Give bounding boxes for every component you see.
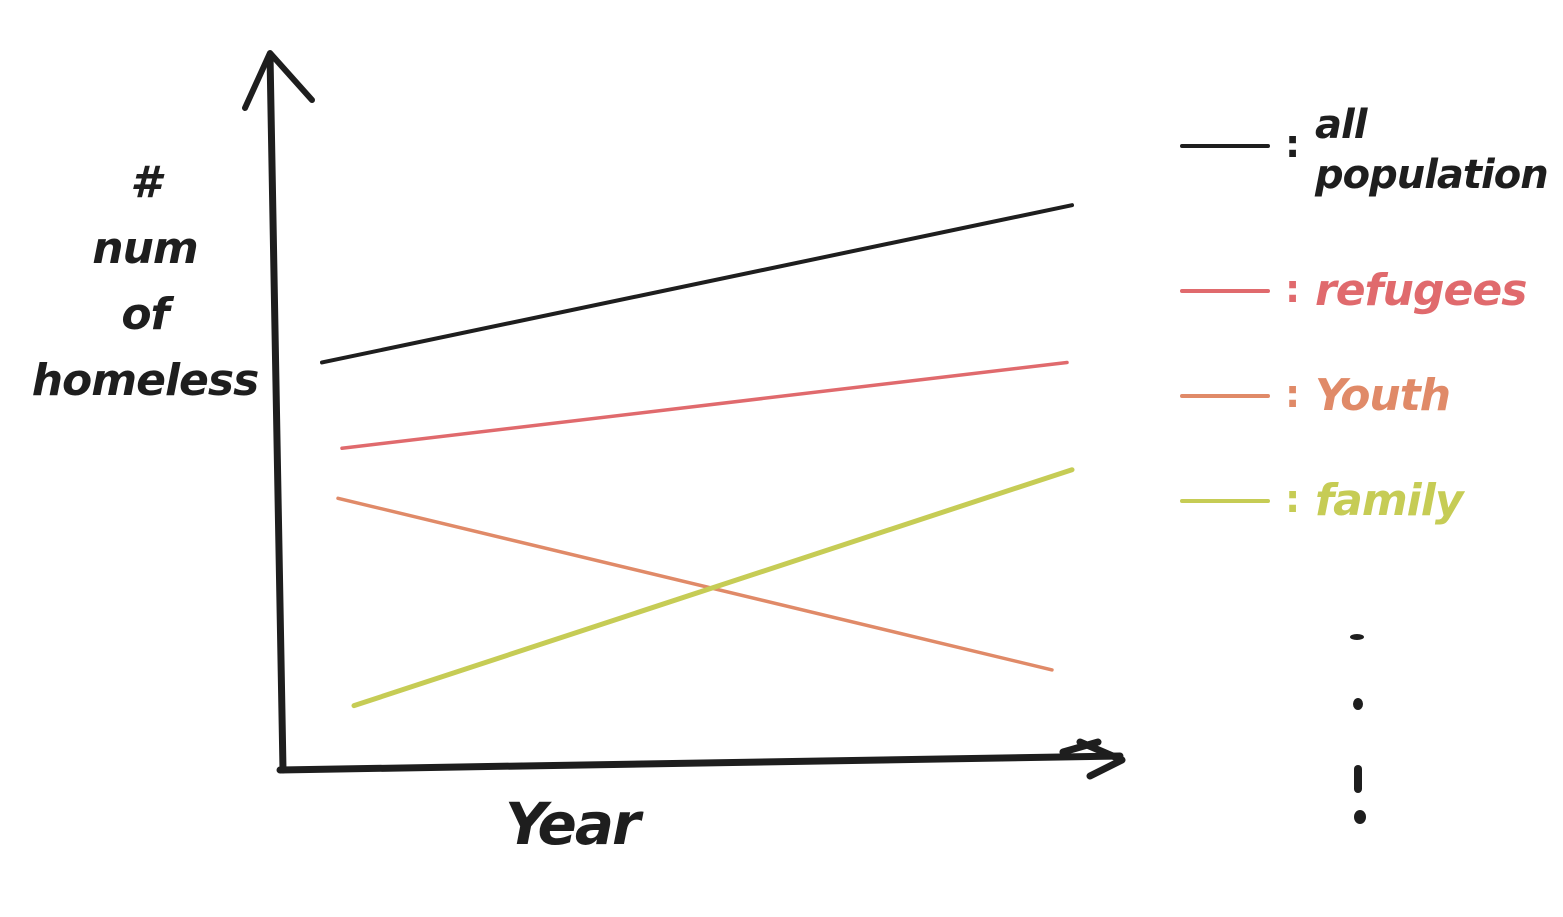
series-line-refugees [340, 360, 1069, 450]
series-line-family [351, 467, 1075, 709]
legend-swatch [1180, 394, 1270, 398]
legend-label: family [1315, 475, 1464, 526]
legend-swatch [1180, 144, 1270, 148]
series-line-youth [336, 496, 1054, 672]
ellipsis-dot [1354, 810, 1366, 824]
legend-label: Youth [1315, 370, 1451, 421]
ellipsis-dot [1353, 698, 1363, 710]
axes [242, 50, 1126, 780]
ellipsis-dot [1350, 634, 1364, 640]
y-axis-label: # num of homeless [30, 150, 260, 414]
y-axis-label-line: of [121, 289, 169, 340]
x-axis-arrowhead [1059, 738, 1126, 780]
legend-swatch [1180, 289, 1270, 293]
series-line-all-population [320, 203, 1074, 365]
series-layer [320, 203, 1075, 709]
legend-colon: : [1285, 267, 1301, 311]
y-axis-label-line: # [130, 157, 161, 208]
legend-label: all population [1315, 102, 1549, 198]
legend-colon: : [1285, 122, 1301, 166]
ellipsis-dot [1354, 765, 1362, 793]
x-axis [276, 752, 1124, 774]
y-axis-label-line: num [92, 223, 199, 274]
legend-swatch [1180, 499, 1270, 503]
x-axis-label: Year [505, 790, 641, 858]
legend-more-ellipsis [1340, 620, 1380, 840]
y-axis-arrowhead [242, 50, 315, 111]
y-axis-label-line: homeless [31, 355, 260, 406]
legend-colon: : [1285, 372, 1301, 416]
y-axis [266, 51, 287, 774]
legend-colon: : [1285, 477, 1301, 521]
legend-label: refugees [1315, 265, 1527, 316]
